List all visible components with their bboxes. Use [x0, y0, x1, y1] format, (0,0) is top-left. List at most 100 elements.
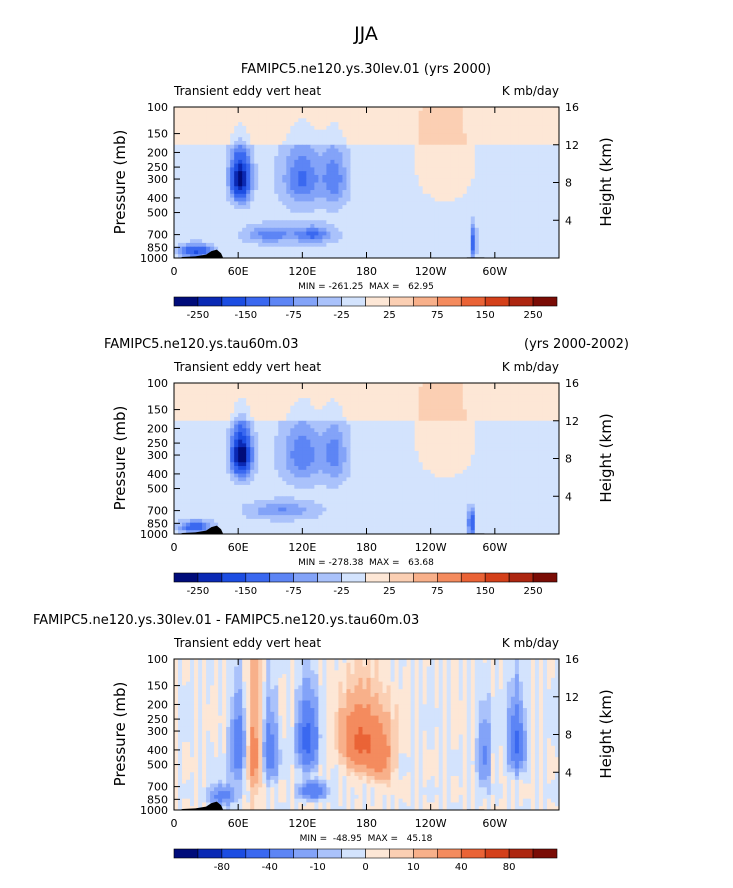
- heatmap-cell: [434, 224, 440, 229]
- heatmap-cell: [194, 110, 199, 115]
- heatmap-cell: [390, 242, 395, 248]
- heatmap-cell: [230, 174, 235, 180]
- heatmap-cell: [386, 178, 391, 183]
- heatmap-cell: [314, 254, 319, 259]
- heatmap-cell: [238, 110, 243, 115]
- heatmap-cell: [174, 137, 179, 142]
- heatmap-cell: [498, 386, 504, 391]
- heatmap-cell: [354, 186, 359, 191]
- heatmap-cell: [382, 216, 387, 221]
- heatmap-cell: [254, 398, 259, 403]
- heatmap-cell: [306, 208, 311, 214]
- heatmap-cell: [382, 420, 387, 425]
- heatmap-cell: [242, 174, 247, 180]
- heatmap-cell: [502, 144, 508, 149]
- heatmap-cell: [286, 148, 291, 153]
- heatmap-cell: [274, 394, 279, 399]
- heatmap-cell: [270, 239, 275, 244]
- heatmap-cell: [350, 205, 355, 210]
- heatmap-cell: [234, 197, 239, 202]
- heatmap-cell: [354, 401, 359, 407]
- heatmap-cell: [482, 250, 488, 255]
- heatmap-cell: [450, 201, 456, 206]
- heatmap-cell: [282, 167, 287, 172]
- heatmap-cell: [234, 118, 239, 123]
- heatmap-cell: [190, 205, 195, 210]
- heatmap-cell: [330, 137, 335, 142]
- heatmap-cell: [414, 409, 420, 414]
- heatmap-cell: [242, 114, 247, 119]
- heatmap-cell: [418, 250, 424, 255]
- heatmap-cell: [314, 110, 319, 115]
- heatmap-cell: [178, 424, 183, 429]
- heatmap-cell: [514, 216, 520, 221]
- heatmap-cell: [554, 107, 560, 112]
- heatmap-cell: [314, 140, 319, 146]
- heatmap-cell: [218, 156, 223, 161]
- heatmap-cell: [202, 171, 207, 176]
- heatmap-cell: [518, 250, 524, 255]
- heatmap-cell: [550, 125, 556, 131]
- heatmap-cell: [530, 239, 536, 244]
- heatmap-cell: [234, 107, 239, 112]
- heatmap-cell: [510, 118, 516, 123]
- heatmap-cell: [550, 205, 556, 210]
- heatmap-cell: [214, 190, 219, 195]
- heatmap-cell: [278, 394, 283, 399]
- heatmap-cell: [446, 197, 452, 202]
- heatmap-cell: [486, 235, 492, 240]
- heatmap-cell: [546, 133, 552, 138]
- heatmap-cell: [454, 420, 460, 425]
- heatmap-cell: [238, 178, 243, 183]
- heatmap-cell: [490, 178, 496, 183]
- heatmap-cell: [222, 118, 227, 123]
- heatmap-cell: [346, 107, 351, 112]
- heatmap-cell: [230, 224, 235, 229]
- heatmap-cell: [490, 197, 496, 202]
- heatmap-cell: [214, 163, 219, 168]
- heatmap-cell: [418, 197, 424, 202]
- heatmap-cell: [330, 110, 335, 115]
- heatmap-cell: [354, 386, 359, 391]
- heatmap-cell: [294, 208, 299, 214]
- heatmap-cell: [378, 201, 383, 206]
- heatmap-cell: [470, 413, 476, 418]
- heatmap-cell: [378, 401, 383, 407]
- heatmap-cell: [178, 118, 183, 123]
- heatmap-cell: [486, 137, 492, 142]
- heatmap-cell: [250, 231, 255, 236]
- heatmap-cell: [486, 159, 492, 165]
- heatmap-cell: [206, 129, 211, 134]
- heatmap-cell: [186, 122, 191, 127]
- heatmap-cell: [494, 205, 500, 210]
- heatmap-cell: [346, 182, 351, 187]
- heatmap-cell: [210, 186, 215, 191]
- heatmap-cell: [222, 182, 227, 187]
- heatmap-cell: [470, 159, 476, 165]
- heatmap-cell: [530, 152, 536, 157]
- heatmap-cell: [518, 231, 524, 236]
- heatmap-cell: [454, 137, 460, 142]
- heatmap-cell: [462, 246, 468, 251]
- heatmap-cell: [214, 107, 219, 112]
- heatmap-cell: [418, 178, 424, 183]
- heatmap-cell: [278, 216, 283, 221]
- heatmap-cell: [518, 167, 524, 172]
- heatmap-cell: [318, 197, 323, 202]
- heatmap-cell: [226, 383, 231, 388]
- heatmap-cell: [306, 239, 311, 244]
- heatmap-cell: [398, 205, 403, 210]
- heatmap-cell: [470, 182, 476, 187]
- heatmap-cell: [470, 148, 476, 153]
- heatmap-cell: [214, 133, 219, 138]
- heatmap-cell: [418, 246, 424, 251]
- heatmap-cell: [390, 122, 395, 127]
- heatmap-cell: [530, 220, 536, 225]
- heatmap-cell: [546, 224, 552, 229]
- heatmap-cell: [466, 227, 472, 232]
- heatmap-cell: [370, 239, 375, 244]
- heatmap-cell: [198, 144, 203, 149]
- heatmap-cell: [530, 156, 536, 161]
- heatmap-cell: [198, 386, 203, 391]
- heatmap-cell: [414, 216, 420, 221]
